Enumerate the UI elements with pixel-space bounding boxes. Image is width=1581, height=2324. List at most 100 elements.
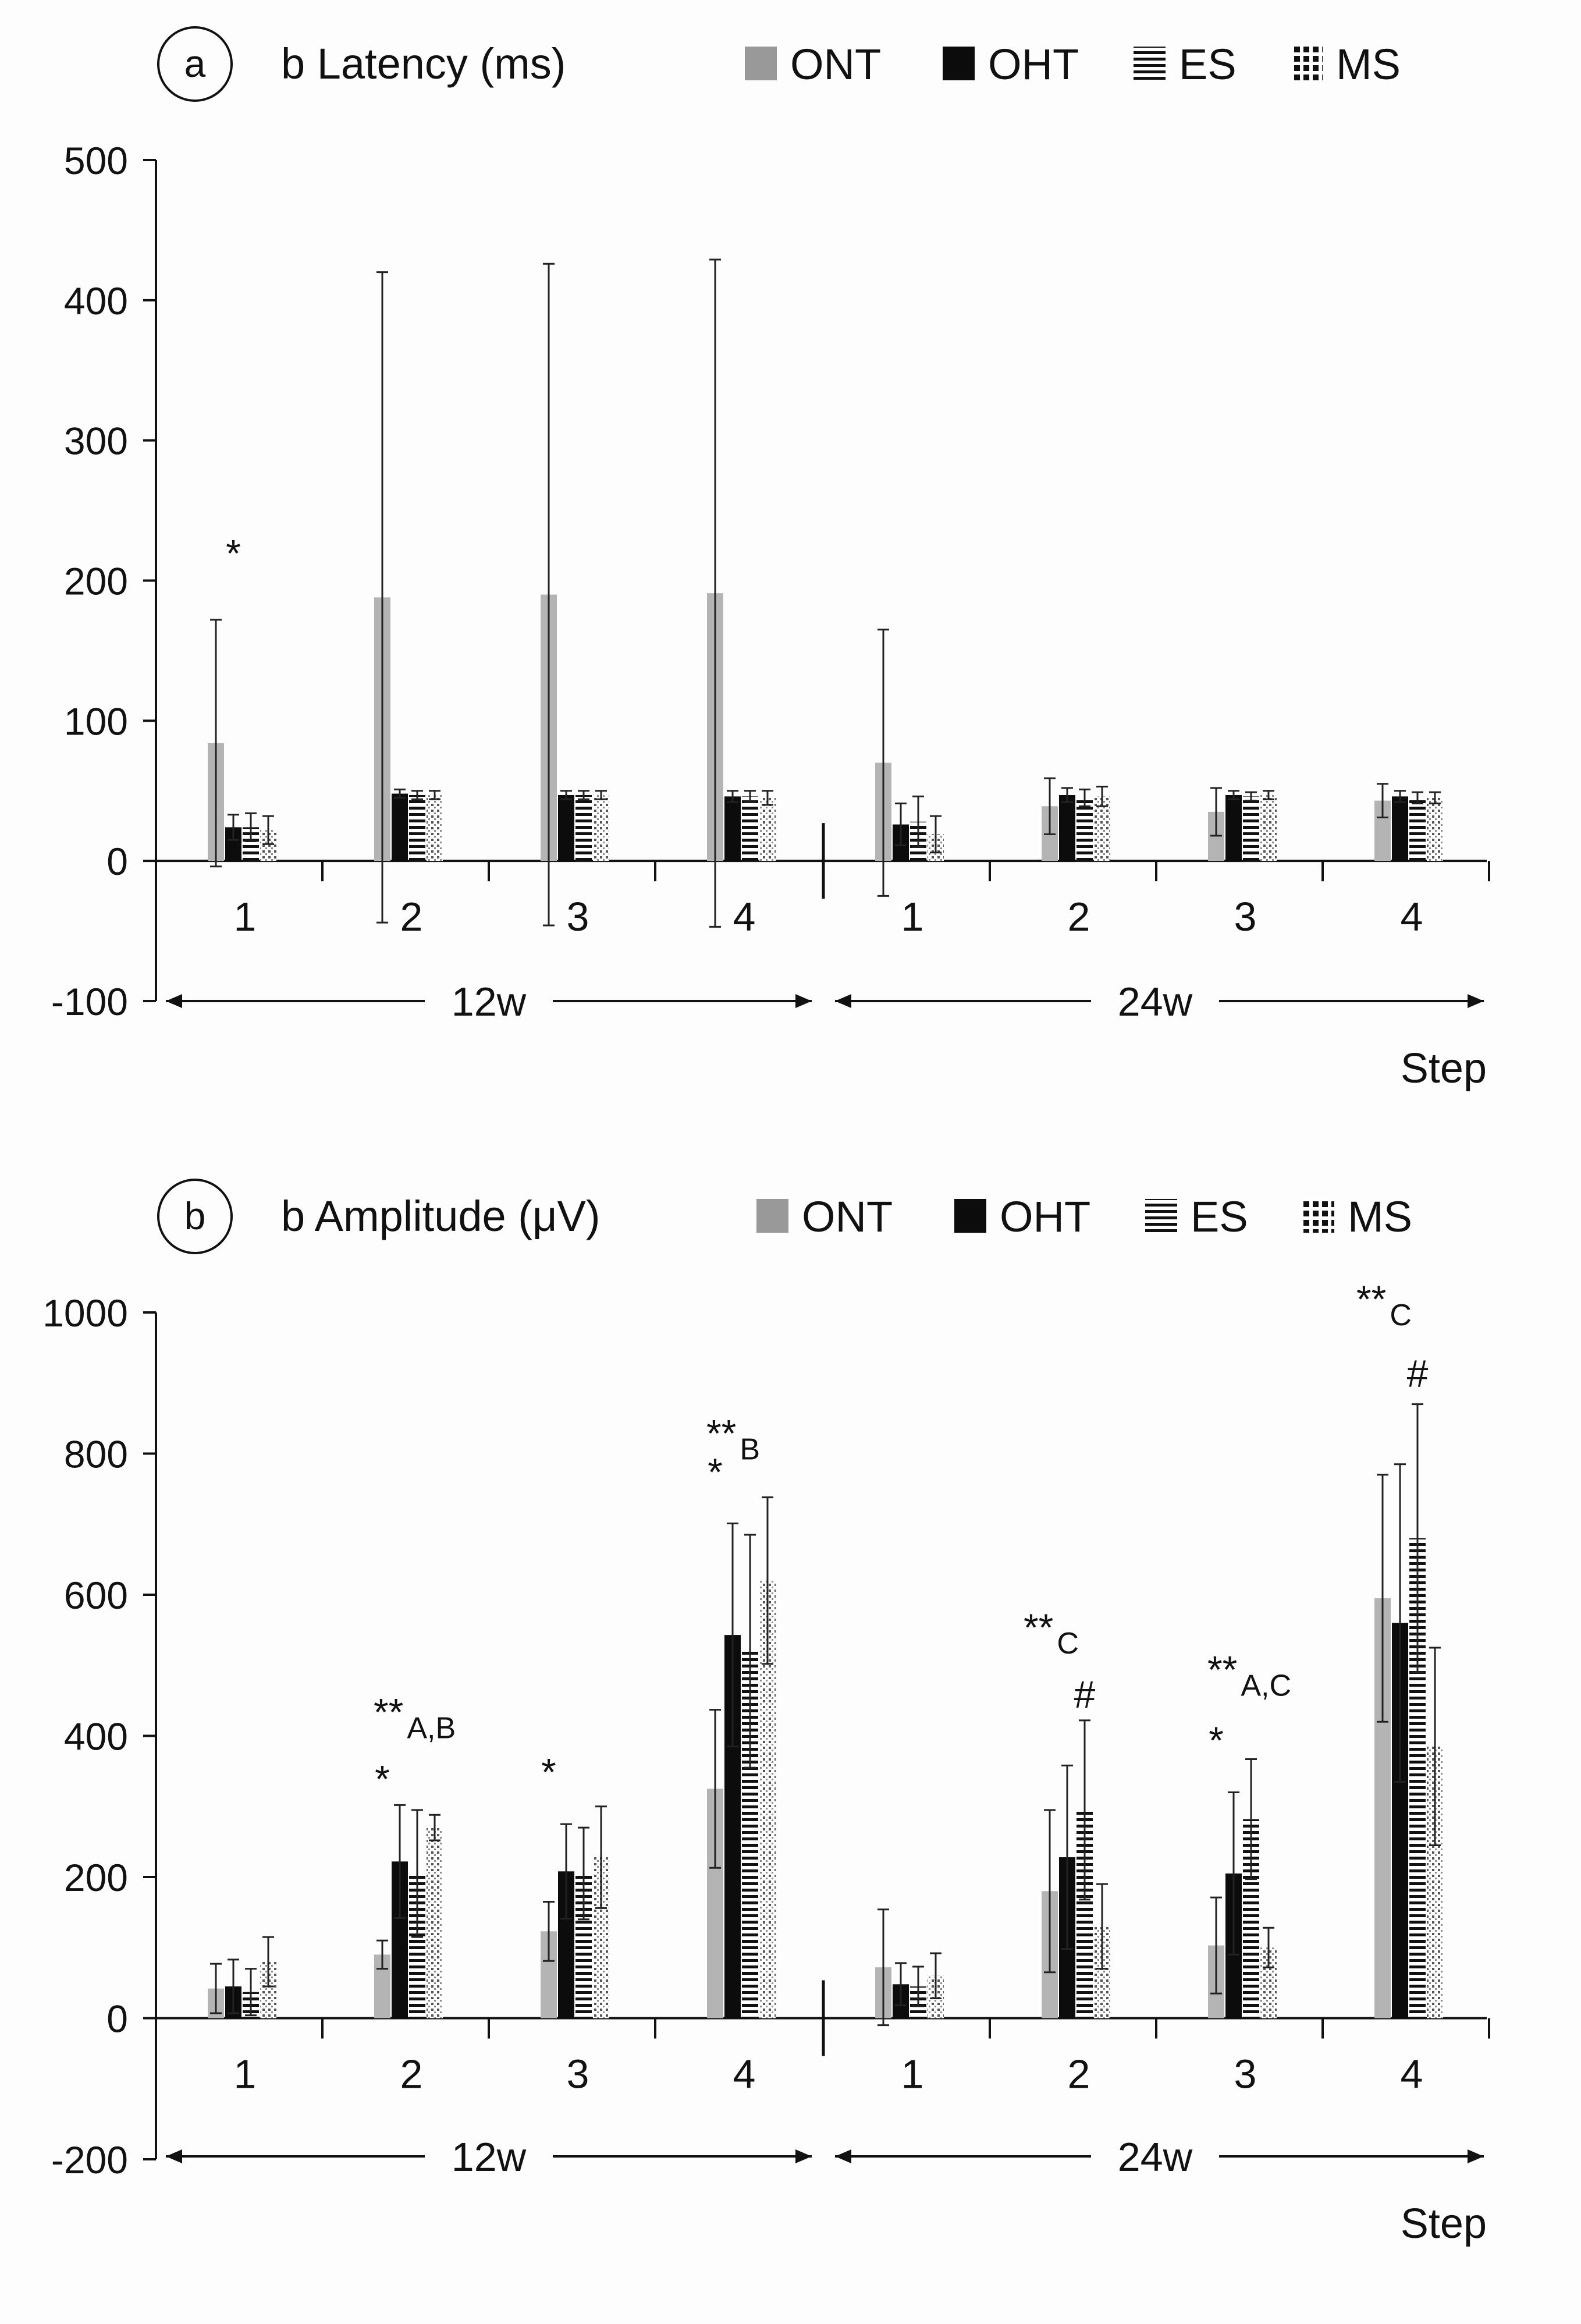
- y-tick-label: 1000: [42, 1291, 128, 1335]
- legend-swatch-ms: [1291, 47, 1323, 80]
- bar-oht: [558, 794, 574, 861]
- bar-ms: [593, 794, 609, 861]
- legend-label-ms: MS: [1348, 1193, 1412, 1241]
- step-label: 1: [234, 894, 257, 939]
- y-tick-label: -100: [51, 980, 128, 1023]
- x-axis-label: Step: [1401, 1045, 1487, 1092]
- step-label: 2: [1068, 894, 1090, 939]
- legend-swatch-oht: [943, 47, 975, 80]
- bar-oht: [724, 796, 741, 861]
- arrow-head-left: [166, 994, 182, 1008]
- step-label: 1: [901, 894, 924, 939]
- legend-label-es: ES: [1191, 1193, 1248, 1241]
- step-label: 3: [1234, 2052, 1257, 2097]
- bar-ms: [759, 797, 776, 861]
- significance-mark: ** C: [1356, 1278, 1412, 1332]
- bar-ms: [427, 794, 443, 861]
- step-label: 4: [1401, 894, 1423, 939]
- arrow-head-left: [835, 2149, 851, 2163]
- significance-mark: *: [1209, 1719, 1224, 1762]
- y-tick-label: 500: [64, 139, 128, 182]
- arrow-head-right: [795, 994, 812, 1008]
- legend-swatch-es: [1145, 1199, 1177, 1233]
- arrow-head-right: [795, 2149, 812, 2163]
- arrow-head-left: [166, 2149, 182, 2163]
- legend-swatch-ont: [745, 47, 777, 80]
- panel-label: b: [184, 1194, 206, 1237]
- legend-label-es: ES: [1179, 40, 1237, 88]
- group-label: 12w: [452, 979, 527, 1024]
- significance-subscript: C: [1390, 1298, 1412, 1332]
- x-axis-label: Step: [1401, 2201, 1487, 2247]
- panel-label-circle: [157, 1179, 233, 1254]
- legend-swatch-oht: [954, 1199, 986, 1233]
- bar-es: [575, 794, 592, 861]
- step-label: 2: [1068, 2052, 1090, 2097]
- y-tick-label: 100: [64, 700, 128, 743]
- significance-mark: *: [226, 531, 241, 574]
- legend-swatch-es: [1134, 47, 1166, 80]
- y-tick-label: 200: [64, 1856, 128, 1899]
- bar-oht: [1225, 794, 1242, 861]
- bar-oht: [1392, 796, 1408, 861]
- significance-mark: ** A,B: [374, 1690, 456, 1745]
- bar-es: [409, 794, 425, 861]
- y-tick-label: -200: [51, 2138, 128, 2181]
- y-tick-label: 0: [106, 840, 128, 883]
- step-label: 4: [733, 2052, 756, 2097]
- legend-swatch-ms: [1302, 1199, 1334, 1233]
- chart-title: b Latency (ms): [281, 40, 566, 88]
- significance-subscript: C: [1057, 1627, 1079, 1660]
- significance-mark: #: [1407, 1351, 1429, 1395]
- group-label: 12w: [452, 2134, 527, 2180]
- y-tick-label: 200: [64, 560, 128, 603]
- significance-mark: ** C: [1024, 1606, 1079, 1660]
- bar-ms: [1427, 797, 1443, 861]
- y-tick-label: 0: [106, 1997, 128, 2041]
- bar-es: [1243, 796, 1259, 861]
- bar-ms: [1094, 796, 1110, 861]
- significance-subscript: A,B: [407, 1711, 456, 1745]
- group-label: 24w: [1118, 979, 1193, 1024]
- y-tick-label: 300: [64, 420, 128, 463]
- bar-es: [1076, 797, 1093, 861]
- bar-es: [1409, 797, 1426, 861]
- step-label: 3: [567, 894, 589, 939]
- significance-subscript: B: [740, 1432, 760, 1466]
- bar-ms: [427, 1828, 443, 2018]
- bar-oht: [1059, 794, 1075, 861]
- significance-mark: #: [1074, 1673, 1096, 1716]
- arrow-head-left: [835, 994, 851, 1008]
- step-label: 1: [901, 2052, 924, 2097]
- step-label: 3: [567, 2052, 589, 2097]
- legend-label-ms: MS: [1336, 40, 1401, 88]
- chart-panel-b: b b Amplitude (μV) ONT OHT ES MS 1000 800 600 400…: [42, 1179, 1490, 2247]
- chart-panel-a: a b Latency (ms) ONT OHT ES MS 500 400 300 200 100…: [51, 26, 1490, 1092]
- panel-label: a: [184, 42, 206, 85]
- bar-oht: [392, 793, 408, 861]
- legend-label-ont: ONT: [802, 1193, 893, 1241]
- arrow-head-right: [1468, 994, 1484, 1008]
- significance-mark: *: [375, 1758, 390, 1801]
- step-label: 4: [1401, 2052, 1423, 2097]
- step-label: 1: [234, 2052, 257, 2097]
- significance-mark: *: [708, 1450, 723, 1493]
- y-tick-label: 400: [64, 1715, 128, 1758]
- arrow-head-right: [1468, 2149, 1484, 2163]
- y-tick-label: 600: [64, 1574, 128, 1617]
- legend-label-oht: OHT: [1000, 1193, 1090, 1241]
- legend-label-ont: ONT: [790, 40, 881, 88]
- bar-ms: [1260, 794, 1277, 861]
- step-label: 3: [1234, 894, 1257, 939]
- significance-mark: ** A,C: [1207, 1648, 1291, 1703]
- chart-title: b Amplitude (μV): [281, 1192, 601, 1240]
- legend-label-oht: OHT: [988, 40, 1079, 88]
- step-label: 2: [400, 894, 423, 939]
- significance-mark: *: [541, 1750, 556, 1793]
- step-label: 2: [400, 2052, 423, 2097]
- step-label: 4: [733, 894, 756, 939]
- y-tick-label: 400: [64, 279, 128, 322]
- group-label: 24w: [1118, 2134, 1193, 2180]
- panel-label-circle: [157, 26, 233, 102]
